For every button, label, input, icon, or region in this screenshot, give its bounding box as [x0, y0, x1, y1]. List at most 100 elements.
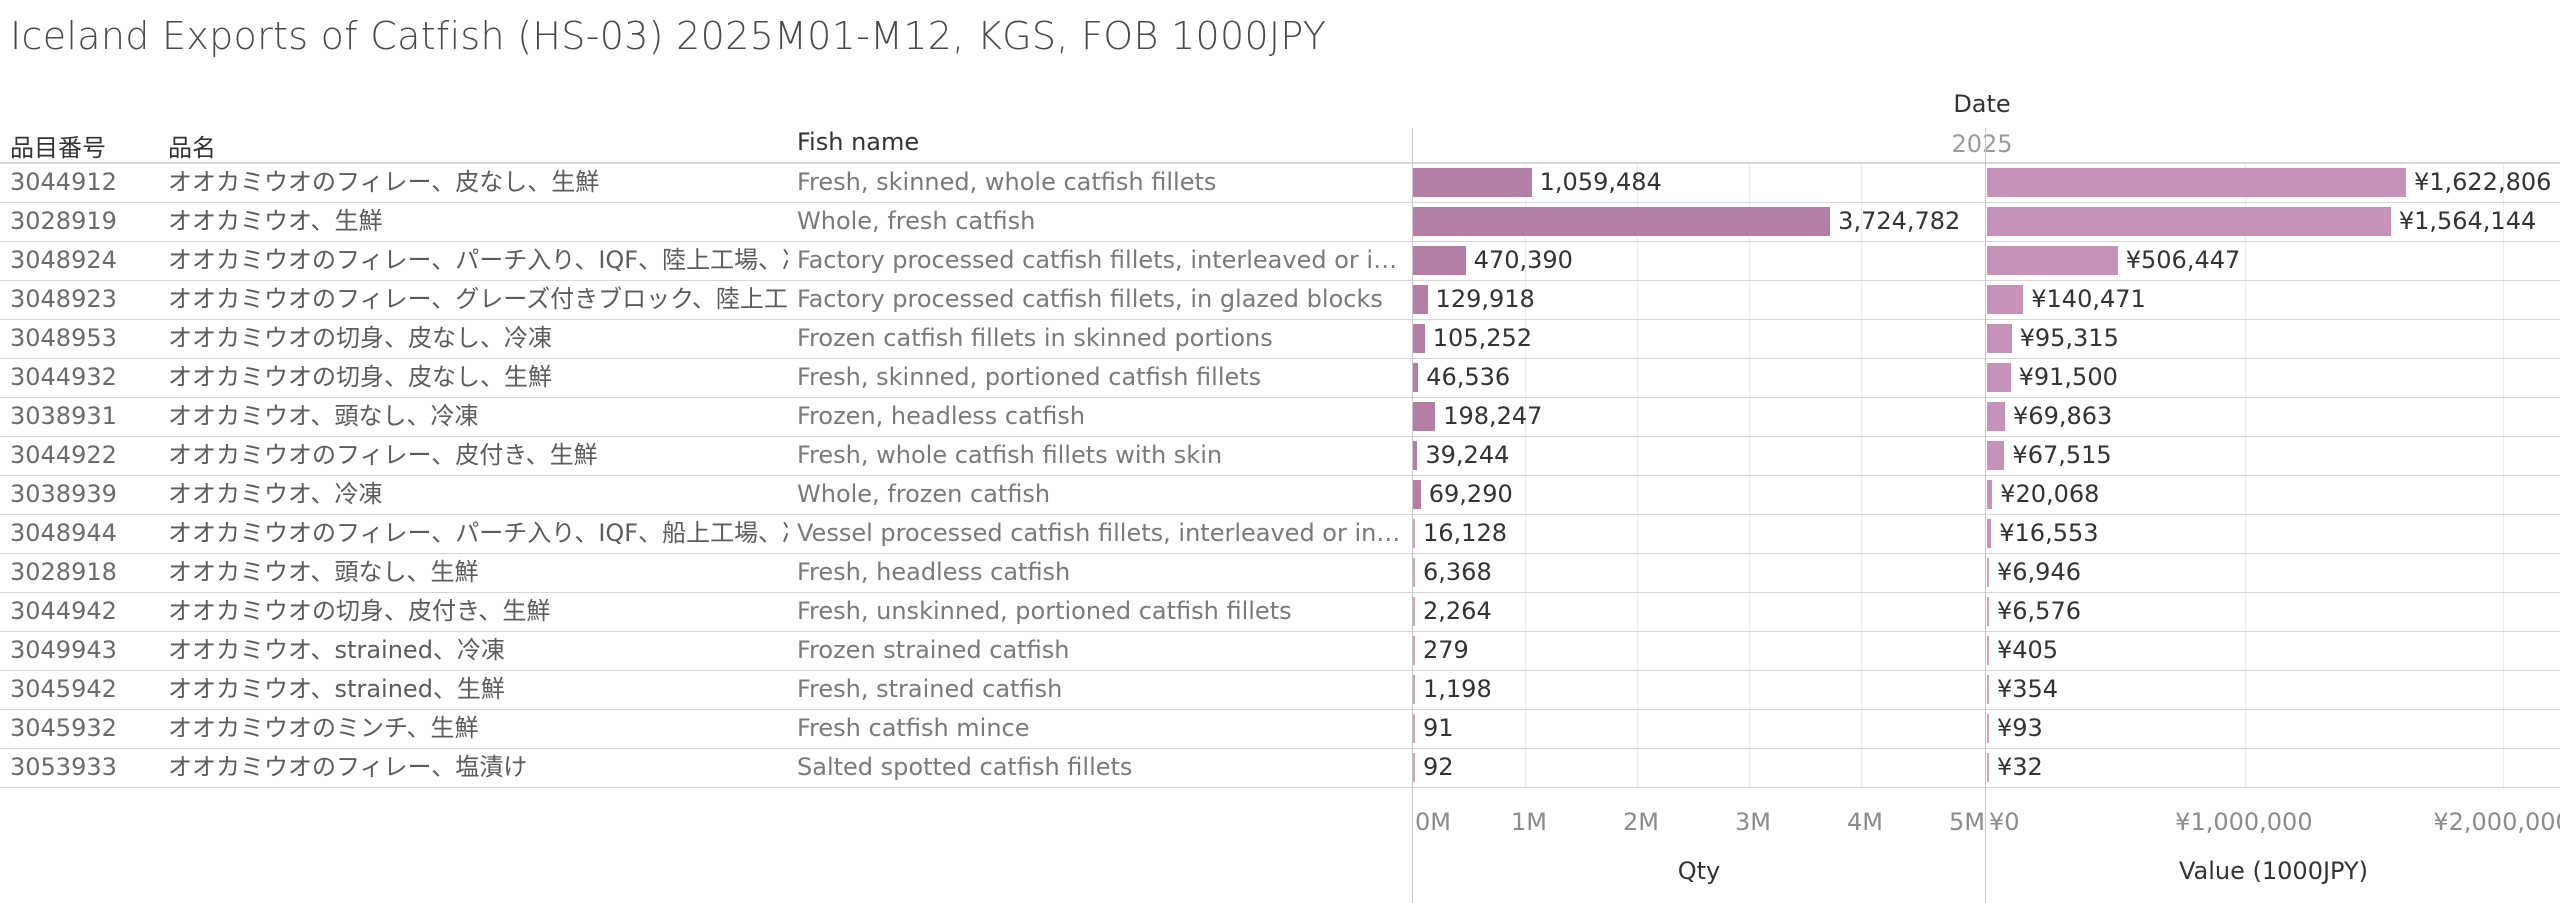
row-divider: [0, 670, 2560, 671]
value-data-label: ¥6,946: [1997, 558, 2081, 586]
qty-bar[interactable]: [1413, 480, 1421, 509]
table-row: 3044912 オオカミウオのフィレー、皮なし、生鮮 Fresh, skinned,…: [0, 163, 2560, 202]
value-bar[interactable]: [1987, 753, 1989, 782]
qty-data-label: 92: [1423, 753, 1454, 781]
qty-bar[interactable]: [1413, 675, 1415, 704]
value-bar[interactable]: [1987, 363, 2011, 392]
item-jp-name: オオカミウオの切身、皮なし、冷凍: [168, 324, 552, 352]
qty-bar[interactable]: [1413, 441, 1418, 470]
row-divider: [0, 319, 2560, 320]
item-jp-name: オオカミウオの切身、皮なし、生鮮: [168, 363, 552, 391]
value-bar[interactable]: [1987, 519, 1992, 548]
qty-data-label: 69,290: [1428, 480, 1513, 508]
table-row: 3028918 オオカミウオ、頭なし、生鮮 Fresh, headless catf…: [0, 553, 2560, 592]
item-fish-name: Factory processed catfish fillets, inter…: [797, 246, 1407, 274]
value-bar[interactable]: [1987, 285, 2024, 314]
value-gridline: [2503, 162, 2505, 787]
value-bar[interactable]: [1987, 636, 1989, 665]
table-row: 3044922 オオカミウオのフィレー、皮付き、生鮮 Fresh, whole ca…: [0, 436, 2560, 475]
qty-tick-label: 1M: [1511, 808, 1547, 836]
value-data-label: ¥1,564,144: [2398, 207, 2537, 235]
item-code: 3044932: [10, 363, 117, 391]
qty-tick-label: 2M: [1623, 808, 1659, 836]
value-data-label: ¥6,576: [1997, 597, 2081, 625]
value-bar[interactable]: [1987, 714, 1989, 743]
qty-data-label: 16,128: [1423, 519, 1507, 547]
qty-bar[interactable]: [1413, 558, 1415, 587]
value-data-label: ¥69,863: [2013, 402, 2113, 430]
value-bar[interactable]: [1987, 480, 1993, 509]
qty-data-label: 279: [1423, 636, 1469, 664]
value-data-label: ¥93: [1997, 714, 2043, 742]
qty-bar[interactable]: [1413, 519, 1415, 548]
item-fish-name: Frozen, headless catfish: [797, 402, 1086, 430]
qty-bar[interactable]: [1413, 402, 1436, 431]
qty-bar[interactable]: [1413, 597, 1415, 626]
value-bar[interactable]: [1987, 246, 2118, 275]
qty-bar[interactable]: [1413, 168, 1532, 197]
fish-name-column-header: Fish name: [797, 128, 920, 156]
row-divider: [0, 514, 2560, 515]
value-data-label: ¥354: [1997, 675, 2059, 703]
qty-data-label: 1,059,484: [1539, 168, 1662, 196]
table-row: 3044942 オオカミウオの切身、皮付き、生鮮 Fresh, unskinned,…: [0, 592, 2560, 631]
value-bar[interactable]: [1987, 324, 2012, 353]
row-divider: [0, 163, 2560, 164]
value-data-label: ¥67,515: [2012, 441, 2112, 469]
value-data-label: ¥95,315: [2019, 324, 2119, 352]
value-bar[interactable]: [1987, 558, 1989, 587]
row-divider: [0, 748, 2560, 749]
qty-bar[interactable]: [1413, 246, 1466, 275]
qty-bar[interactable]: [1413, 636, 1415, 665]
value-bar[interactable]: [1987, 168, 2406, 197]
value-data-label: ¥140,471: [2031, 285, 2146, 313]
value-bar[interactable]: [1987, 597, 1989, 626]
value-bar[interactable]: [1987, 207, 2391, 236]
value-bar[interactable]: [1987, 441, 2005, 470]
qty-bar[interactable]: [1413, 753, 1415, 782]
item-jp-name: オオカミウオ、頭なし、冷凍: [168, 402, 479, 430]
qty-bar[interactable]: [1413, 714, 1415, 743]
qty-bar[interactable]: [1413, 207, 1831, 236]
qty-bar[interactable]: [1413, 324, 1425, 353]
row-divider: [0, 553, 2560, 554]
item-fish-name: Fresh, whole catfish fillets with skin: [797, 441, 1223, 469]
table-row: 3028919 オオカミウオ、生鮮 Whole, fresh catfish: [0, 202, 2560, 241]
table-row: 3038931 オオカミウオ、頭なし、冷凍 Frozen, headless cat…: [0, 397, 2560, 436]
row-divider: [0, 787, 2560, 788]
qty-bar[interactable]: [1413, 363, 1419, 392]
year-header: 2025: [1951, 130, 2013, 158]
item-code: 3045932: [10, 714, 117, 742]
qty-bar[interactable]: [1413, 285, 1428, 314]
value-tick-label: ¥1,000,000: [2175, 808, 2313, 836]
item-jp-name: オオカミウオ、頭なし、生鮮: [168, 558, 479, 586]
row-divider: [0, 631, 2560, 632]
table-row: 3038939 オオカミウオ、冷凍 Whole, frozen catfish: [0, 475, 2560, 514]
item-code: 3049943: [10, 636, 117, 664]
item-jp-name: オオカミウオのフィレー、皮付き、生鮮: [168, 441, 598, 469]
qty-gridline: [1637, 162, 1638, 787]
row-divider: [0, 709, 2560, 710]
value-bar[interactable]: [1987, 675, 1989, 704]
table-row: 3048924 オオカミウオのフィレー、パーチ入り、IQF、陸上工場、冷凍 Fact…: [0, 241, 2560, 280]
table-row: 3044932 オオカミウオの切身、皮なし、生鮮 Fresh, skinned, p…: [0, 358, 2560, 397]
value-data-label: ¥1,622,806: [2413, 168, 2552, 196]
item-code: 3044912: [10, 168, 117, 196]
value-bar[interactable]: [1987, 402, 2006, 431]
qty-data-label: 1,198: [1423, 675, 1492, 703]
item-fish-name: Whole, frozen catfish: [797, 480, 1051, 508]
table-row: 3048923 オオカミウオのフィレー、グレーズ付きブロック、陸上工場、生鮮 Fac…: [0, 280, 2560, 319]
item-code: 3044922: [10, 441, 117, 469]
item-jp-name: オオカミウオ、冷凍: [168, 480, 383, 508]
qty-data-label: 6,368: [1423, 558, 1492, 586]
item-code: 3048924: [10, 246, 117, 274]
table-row: 3048944 オオカミウオのフィレー、パーチ入り、IQF、船上工場、冷凍 Vess…: [0, 514, 2560, 553]
code-column-header: 品目番号: [10, 134, 106, 162]
row-divider: [0, 241, 2560, 242]
item-jp-name: オオカミウオのフィレー、パーチ入り、IQF、船上工場、冷凍: [168, 519, 788, 547]
qty-data-label: 3,724,782: [1838, 207, 1961, 235]
chart-title: Iceland Exports of Catfish (HS-03) 2025M…: [10, 14, 1327, 58]
item-fish-name: Frozen catfish fillets in skinned portio…: [797, 324, 1273, 352]
table-row: 3053933 オオカミウオのフィレー、塩漬け Salted spotted cat…: [0, 748, 2560, 787]
item-jp-name: オオカミウオの切身、皮付き、生鮮: [168, 597, 551, 625]
